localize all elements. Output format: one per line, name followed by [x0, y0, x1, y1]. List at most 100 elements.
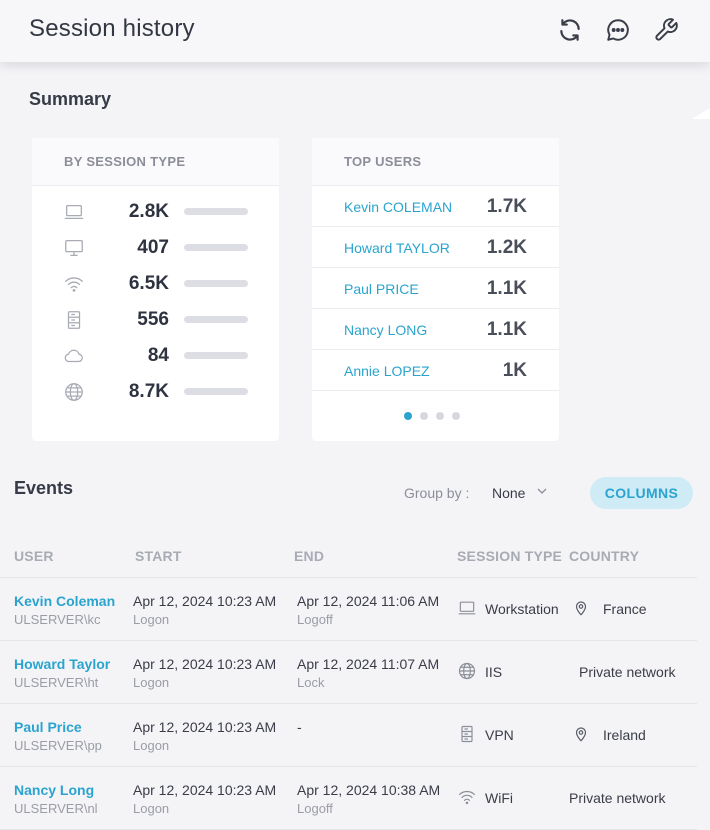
top-user-count: 1.1K — [486, 319, 527, 340]
location-pin-icon — [572, 599, 590, 617]
session-type-count: 84 — [147, 345, 169, 366]
top-user-row[interactable]: Kevin COLEMAN 1.7K — [312, 186, 559, 227]
session-type-bar — [184, 316, 248, 323]
pagination-dot-3[interactable] — [436, 412, 444, 420]
user-name-link[interactable]: Howard Taylor — [14, 656, 111, 672]
top-user-name[interactable]: Howard TAYLOR — [344, 240, 450, 256]
laptop-icon — [63, 201, 85, 223]
top-user-name[interactable]: Kevin COLEMAN — [344, 199, 453, 215]
group-by-select[interactable]: None — [490, 482, 560, 504]
table-header-divider — [0, 577, 697, 578]
user-account: ULSERVER\pp — [14, 738, 102, 753]
table-row[interactable]: Paul Price ULSERVER\pp Apr 12, 2024 10:23 … — [0, 704, 697, 767]
wifi-icon — [457, 787, 477, 807]
chevron-down-icon — [536, 484, 548, 496]
session-type-row[interactable]: 6.5K — [32, 265, 279, 301]
top-users-card: TOP USERS Kevin COLEMAN 1.7K Howard TAYL… — [312, 138, 559, 441]
session-type-row[interactable]: 84 — [32, 337, 279, 373]
table-row[interactable]: Kevin Coleman ULSERVER\kc Apr 12, 2024 10:… — [0, 578, 697, 641]
end-action: Logoff — [297, 612, 333, 627]
session-type-row[interactable]: 2.8K — [32, 193, 279, 229]
column-header-country[interactable]: COUNTRY — [569, 548, 640, 564]
page-header: Session history — [0, 0, 710, 62]
user-account: ULSERVER\ht — [14, 675, 99, 690]
start-action: Logon — [133, 801, 170, 816]
user-account: ULSERVER\nl — [14, 801, 98, 816]
top-user-row[interactable]: Howard TAYLOR 1.2K — [312, 227, 559, 268]
top-user-row[interactable]: Nancy LONG 1.1K — [312, 309, 559, 350]
column-header-user[interactable]: USER — [14, 548, 54, 564]
end-action: Logoff — [297, 801, 333, 816]
group-by-label: Group by : — [404, 485, 470, 501]
location-pin-icon — [572, 725, 590, 743]
session-type: VPN — [485, 727, 514, 743]
end-time: Apr 12, 2024 11:06 AM — [297, 593, 440, 609]
start-time: Apr 12, 2024 10:23 AM — [133, 593, 277, 609]
session-type-bar — [184, 244, 248, 251]
session-type-count: 6.5K — [128, 273, 169, 294]
server-icon — [457, 724, 477, 744]
table-row[interactable]: Howard Taylor ULSERVER\ht Apr 12, 2024 10:… — [0, 641, 697, 704]
session-type-bar — [184, 280, 248, 287]
top-user-count: 1K — [502, 360, 527, 381]
page-title: Session history — [29, 15, 195, 42]
column-header-start[interactable]: START — [135, 548, 182, 564]
country: France — [603, 601, 647, 617]
top-user-name[interactable]: Annie LOPEZ — [344, 363, 430, 379]
decorative-corner — [692, 108, 710, 119]
start-time: Apr 12, 2024 10:23 AM — [133, 719, 277, 735]
top-user-row[interactable]: Paul PRICE 1.1K — [312, 268, 559, 309]
column-header-session-type[interactable]: SESSION TYPE — [457, 548, 563, 564]
session-type-row[interactable]: 556 — [32, 301, 279, 337]
country: Private network — [569, 790, 666, 806]
monitor-icon — [63, 237, 85, 259]
group-by-value: None — [492, 485, 526, 501]
refresh-icon[interactable] — [557, 17, 583, 43]
user-account: ULSERVER\kc — [14, 612, 101, 627]
wrench-icon[interactable] — [653, 17, 679, 43]
wifi-icon — [63, 273, 85, 295]
start-time: Apr 12, 2024 10:23 AM — [133, 656, 277, 672]
columns-button[interactable]: COLUMNS — [590, 477, 693, 509]
laptop-icon — [457, 598, 477, 618]
user-name-link[interactable]: Nancy Long — [14, 782, 95, 798]
top-user-count: 1.7K — [486, 196, 527, 217]
user-name-link[interactable]: Paul Price — [14, 719, 82, 735]
cloud-icon — [63, 345, 85, 367]
top-user-count: 1.2K — [486, 237, 527, 258]
end-time: Apr 12, 2024 11:07 AM — [297, 656, 440, 672]
session-type-heading: BY SESSION TYPE — [32, 138, 279, 186]
session-type-bar — [184, 352, 248, 359]
globe-icon — [457, 661, 477, 681]
carousel-pagination — [404, 412, 464, 422]
country: Ireland — [603, 727, 646, 743]
session-type-bar — [184, 208, 248, 215]
session-type-bar — [184, 388, 248, 395]
start-action: Logon — [133, 738, 170, 753]
start-action: Logon — [133, 612, 170, 627]
session-type: IIS — [485, 664, 503, 680]
session-type-count: 556 — [137, 309, 169, 330]
top-user-name[interactable]: Paul PRICE — [344, 281, 419, 297]
country: Private network — [579, 664, 676, 680]
start-action: Logon — [133, 675, 170, 690]
chat-icon[interactable] — [605, 17, 631, 43]
pagination-dot-1[interactable] — [404, 412, 412, 420]
session-type-row[interactable]: 407 — [32, 229, 279, 265]
user-name-link[interactable]: Kevin Coleman — [14, 593, 116, 609]
session-type-row[interactable]: 8.7K — [32, 373, 279, 409]
pagination-dot-2[interactable] — [420, 412, 428, 420]
session-type-count: 8.7K — [128, 381, 169, 402]
globe-icon — [63, 381, 85, 403]
session-type: WiFi — [485, 790, 513, 806]
top-user-name[interactable]: Nancy LONG — [344, 322, 428, 338]
pagination-dot-4[interactable] — [452, 412, 460, 420]
summary-title: Summary — [29, 89, 112, 109]
session-type-count: 407 — [137, 237, 169, 258]
server-icon — [63, 309, 85, 331]
start-time: Apr 12, 2024 10:23 AM — [133, 782, 277, 798]
column-header-end[interactable]: END — [294, 548, 325, 564]
top-user-row[interactable]: Annie LOPEZ 1K — [312, 350, 559, 391]
table-row[interactable]: Nancy Long ULSERVER\nl Apr 12, 2024 10:23 … — [0, 767, 697, 830]
events-title: Events — [14, 478, 74, 498]
